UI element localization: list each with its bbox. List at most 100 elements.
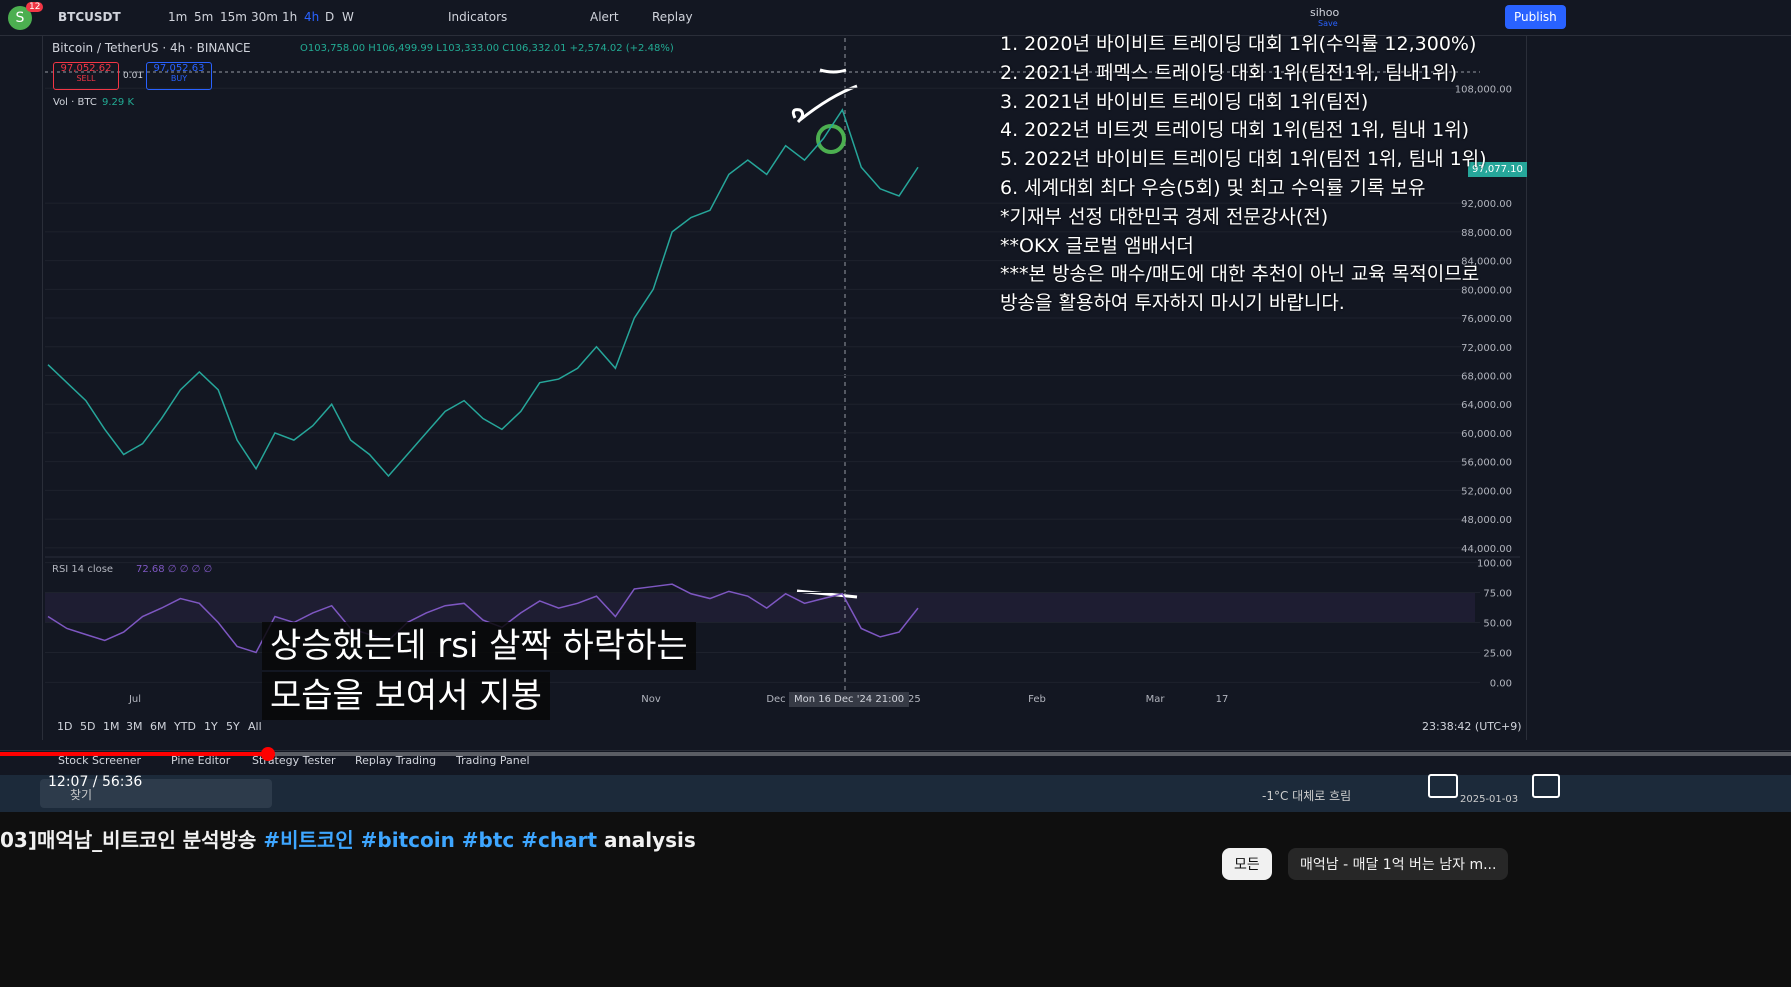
- sell-label: SELL: [76, 74, 96, 83]
- range-button[interactable]: 1M: [103, 720, 120, 733]
- symbol[interactable]: BTCUSDT: [58, 10, 121, 24]
- interval-button[interactable]: 1h: [282, 10, 298, 24]
- replay-button[interactable]: Replay: [652, 10, 693, 24]
- range-button[interactable]: All: [248, 720, 262, 733]
- save-label[interactable]: Save: [1318, 19, 1338, 28]
- range-button[interactable]: 6M: [150, 720, 167, 733]
- overlay-line: 3. 2021년 바이비트 트레이딩 대회 1위(팀전): [1000, 90, 1369, 113]
- chart: 44,000.00 48,000.00 52,000.00 56,000.00 60,0…: [45, 38, 1520, 705]
- x-tick-label: 17: [1216, 694, 1229, 705]
- hashtag[interactable]: #btc: [461, 828, 515, 852]
- ohlc: O103,758.00 H106,499.99 L103,333.00 C106…: [300, 43, 674, 54]
- range-button[interactable]: 5Y: [226, 720, 240, 733]
- rsi-label: RSI 14 close: [52, 564, 114, 575]
- rsi-band: [45, 592, 1475, 622]
- hashtag[interactable]: #chart: [521, 828, 598, 852]
- interval-button[interactable]: 4h: [304, 10, 320, 24]
- y-tick-label: 52,000.00: [1461, 486, 1512, 497]
- y-tick-label: 56,000.00: [1461, 458, 1512, 469]
- chip[interactable]: 모든: [1222, 848, 1272, 880]
- buy-price: 97,052.63: [153, 63, 205, 74]
- y-tick-label: 60,000.00: [1461, 429, 1512, 440]
- video-title: 03]매억남_비트코인 분석방송 #비트코인 #bitcoin #btc #ch…: [0, 824, 696, 853]
- y-tick-label: 50.00: [1483, 619, 1512, 630]
- overlay-line: ***본 방송은 매수/매도에 대한 추천이 아닌 교육 목적이므로: [1000, 263, 1480, 286]
- x-tick-label: Nov: [641, 694, 661, 705]
- date: 2025-01-03: [1460, 794, 1519, 805]
- range-button[interactable]: 1Y: [204, 720, 218, 733]
- panel-tab[interactable]: Pine Editor: [171, 754, 231, 767]
- crosshair-time: Mon 16 Dec '24 21:00: [789, 692, 910, 707]
- hashtag[interactable]: #비트코인: [263, 828, 354, 852]
- range-button[interactable]: 1D: [57, 720, 73, 733]
- overlay-line: 1. 2020년 바이비트 트레이딩 대회 1위(수익률 12,300%): [1000, 33, 1477, 55]
- overlay-line: 방송을 활용하여 투자하지 마시기 바랍니다.: [1000, 292, 1345, 315]
- range-button[interactable]: YTD: [174, 720, 196, 733]
- price-line: [47, 108, 919, 478]
- y-tick-label: 72,000.00: [1461, 343, 1512, 354]
- y-tick-label: 76,000.00: [1461, 314, 1512, 325]
- overlay-line: *기재부 선정 대한민국 경제 전문강사(전): [1000, 205, 1329, 228]
- overlay-line: **OKX 글로벌 앰배서더: [1000, 234, 1194, 257]
- progress-played: [0, 752, 268, 756]
- last-price-label: 97,077.10: [1468, 162, 1527, 177]
- alert-button[interactable]: Alert: [590, 10, 619, 24]
- volume-label: Vol · BTC: [53, 97, 97, 108]
- progress-handle[interactable]: [261, 747, 275, 761]
- quantity[interactable]: 0.01: [123, 71, 144, 81]
- indicators-button[interactable]: Indicators: [448, 10, 508, 24]
- overlay-line: 2. 2021년 페멕스 트레이딩 대회 1위(팀전1위, 팀내1위): [1000, 61, 1458, 84]
- y-tick-label: 80,000.00: [1461, 285, 1512, 296]
- overlay-line: 6. 세계대회 최다 우승(5회) 및 최고 수익률 기록 보유: [1000, 177, 1426, 199]
- panel-tab[interactable]: Trading Panel: [456, 754, 530, 767]
- subtitle-button[interactable]: [1428, 774, 1458, 798]
- top-toolbar: [0, 0, 1791, 36]
- y-tick-label: 0.00: [1490, 678, 1512, 689]
- player-time: 12:07 / 56:36: [48, 774, 143, 790]
- rsi-value: 72.68 ∅ ∅ ∅ ∅: [136, 564, 213, 575]
- interval-button[interactable]: D: [325, 10, 335, 24]
- progress-track[interactable]: [0, 752, 1791, 756]
- chip[interactable]: 매억남 - 매달 1억 버는 남자 m...: [1288, 848, 1509, 880]
- interval-button[interactable]: 5m: [194, 10, 214, 24]
- x-tick-label: Jul: [128, 694, 141, 705]
- sell-price: 97,052.62: [60, 63, 112, 74]
- right-toolbar-border: [1526, 36, 1527, 740]
- buy-button[interactable]: 97,052.63 BUY: [146, 62, 212, 90]
- interval-button[interactable]: W: [342, 10, 354, 24]
- x-tick-label: Feb: [1028, 694, 1046, 705]
- miniplayer-button[interactable]: [1532, 774, 1560, 798]
- x-tick-label: Mar: [1146, 694, 1166, 705]
- y-tick-label: 25.00: [1483, 648, 1512, 659]
- interval-button[interactable]: 15m: [220, 10, 247, 24]
- search-box[interactable]: [40, 779, 272, 808]
- price-line: [47, 583, 919, 654]
- bottom-panel: [0, 750, 1791, 776]
- subtitle-line: 상승했는데 rsi 살짝 하락하는: [262, 622, 696, 670]
- interval-button[interactable]: 1m: [168, 10, 188, 24]
- annotation-stroke: [791, 84, 858, 124]
- y-tick-label: 88,000.00: [1461, 228, 1512, 239]
- user-name[interactable]: sihoo: [1310, 6, 1340, 19]
- y-tick-label: 68,000.00: [1461, 371, 1512, 382]
- publish-button[interactable]: Publish: [1505, 5, 1566, 29]
- panel-tab[interactable]: Replay Trading: [355, 754, 437, 767]
- y-tick-label: 44,000.00: [1461, 544, 1512, 555]
- sell-button[interactable]: 97,052.62 SELL: [53, 62, 119, 90]
- range-button[interactable]: 3M: [126, 720, 143, 733]
- overlay-line: 5. 2022년 바이비트 트레이딩 대회 1위(팀전 1위, 팀내 1위): [1000, 148, 1487, 171]
- search-text: 찾기: [70, 788, 93, 802]
- range-button[interactable]: 5D: [80, 720, 96, 733]
- badge: 12: [26, 2, 44, 12]
- interval-button[interactable]: 30m: [251, 10, 278, 24]
- panel-tab[interactable]: Stock Screener: [58, 754, 142, 767]
- symbol-title: Bitcoin / TetherUS · 4h · BINANCE: [52, 41, 251, 55]
- y-tick-label: 48,000.00: [1461, 515, 1512, 526]
- hashtag[interactable]: #bitcoin: [360, 828, 455, 852]
- weather: -1°C 대체로 흐림: [1262, 789, 1352, 803]
- hashtags: #비트코인 #bitcoin #btc #chart: [256, 828, 597, 852]
- title-text: 03]매억남_비트코인 분석방송: [0, 828, 257, 852]
- y-tick-label: 75.00: [1483, 589, 1512, 600]
- y-tick-label: 92,000.00: [1461, 199, 1512, 210]
- y-tick-label: 108,000.00: [1455, 84, 1512, 95]
